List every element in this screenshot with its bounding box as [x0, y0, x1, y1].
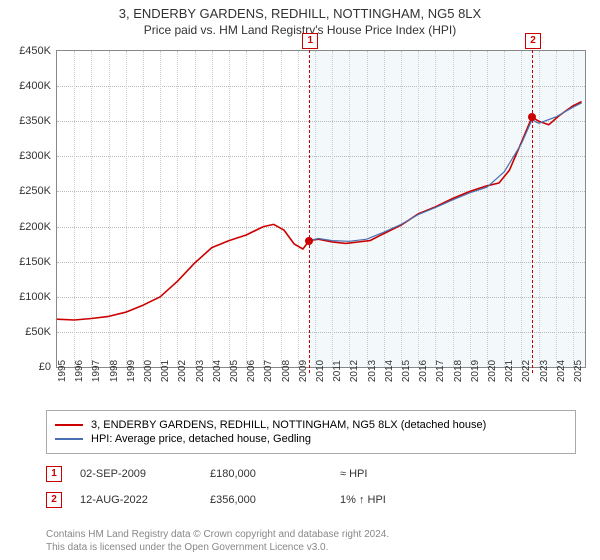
sale-date: 02-SEP-2009	[80, 468, 210, 480]
y-axis-label: £0	[39, 361, 51, 373]
sale-marker-line	[532, 45, 533, 373]
sale-marker-box: 2	[525, 33, 541, 49]
title-address: 3, ENDERBY GARDENS, REDHILL, NOTTINGHAM,…	[0, 6, 600, 21]
attribution-line: This data is licensed under the Open Gov…	[46, 542, 389, 555]
sale-date: 12-AUG-2022	[80, 494, 210, 506]
attribution-line: Contains HM Land Registry data © Crown c…	[46, 529, 389, 542]
sale-marker-box: 1	[302, 33, 318, 49]
y-axis-label: £450K	[19, 45, 51, 57]
sale-note: 1% ↑ HPI	[340, 494, 470, 506]
sale-marker-box: 1	[46, 466, 62, 482]
sale-note: ≈ HPI	[340, 468, 470, 480]
y-axis-label: £100K	[19, 291, 51, 303]
y-axis-label: £50K	[25, 326, 51, 338]
sale-row: 2 12-AUG-2022 £356,000 1% ↑ HPI	[46, 492, 576, 508]
series-property	[57, 102, 582, 320]
sale-price: £356,000	[210, 494, 340, 506]
legend-swatch	[55, 424, 83, 426]
title-subtitle: Price paid vs. HM Land Registry's House …	[0, 23, 600, 37]
legend: 3, ENDERBY GARDENS, REDHILL, NOTTINGHAM,…	[46, 410, 576, 454]
series-hpi	[309, 103, 581, 241]
sale-marker-line	[309, 45, 310, 373]
y-axis-label: £150K	[19, 256, 51, 268]
titles: 3, ENDERBY GARDENS, REDHILL, NOTTINGHAM,…	[0, 0, 600, 37]
sale-marker-dot	[305, 237, 313, 245]
legend-label: 3, ENDERBY GARDENS, REDHILL, NOTTINGHAM,…	[91, 419, 486, 431]
legend-swatch	[55, 438, 83, 440]
chart-container: 3, ENDERBY GARDENS, REDHILL, NOTTINGHAM,…	[0, 0, 600, 560]
legend-label: HPI: Average price, detached house, Gedl…	[91, 433, 311, 445]
legend-item: 3, ENDERBY GARDENS, REDHILL, NOTTINGHAM,…	[55, 419, 567, 431]
sale-marker-dot	[528, 113, 536, 121]
chart: £0 £50K £100K £150K £200K £250K £300K £350K £400…	[0, 44, 600, 400]
y-axis-label: £400K	[19, 80, 51, 92]
sale-price: £180,000	[210, 468, 340, 480]
series-svg	[57, 51, 585, 367]
y-axis-label: £200K	[19, 221, 51, 233]
y-axis-label: £250K	[19, 185, 51, 197]
plot-area: £0£50K£100K£150K£200K£250K£300K£350K£400…	[56, 50, 586, 368]
y-axis-label: £350K	[19, 115, 51, 127]
attribution: Contains HM Land Registry data © Crown c…	[46, 529, 389, 554]
legend-item: HPI: Average price, detached house, Gedl…	[55, 433, 567, 445]
sale-row: 1 02-SEP-2009 £180,000 ≈ HPI	[46, 466, 576, 482]
sale-marker-box: 2	[46, 492, 62, 508]
y-axis-label: £300K	[19, 150, 51, 162]
